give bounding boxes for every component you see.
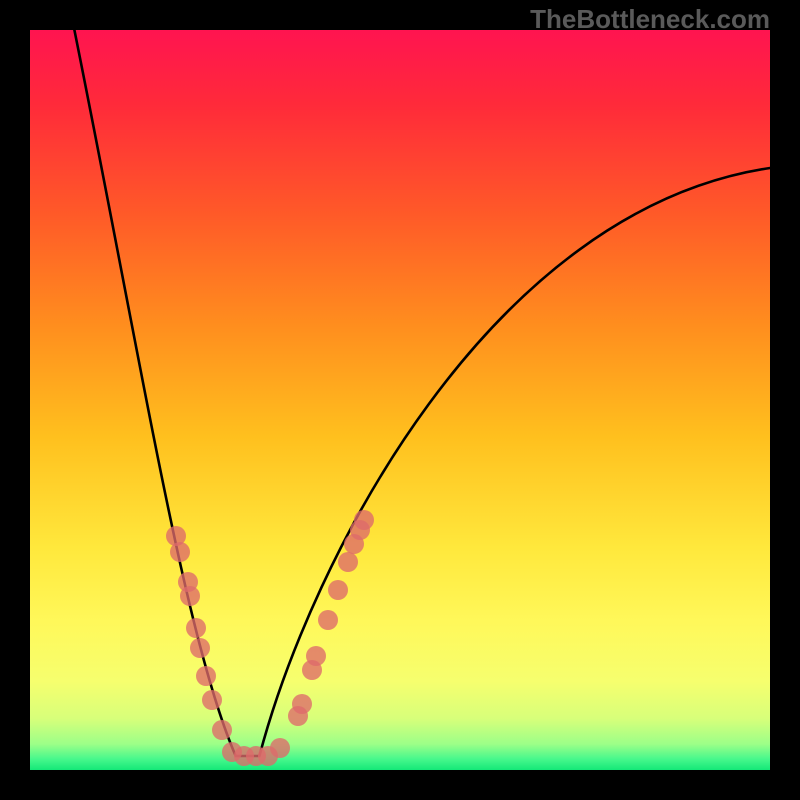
data-marker [202, 690, 222, 710]
data-marker [186, 618, 206, 638]
data-marker [180, 586, 200, 606]
data-marker [190, 638, 210, 658]
plot-border [0, 0, 30, 800]
chart-root: TheBottleneck.com [0, 0, 800, 800]
data-marker [338, 552, 358, 572]
data-marker [354, 510, 374, 530]
data-marker [328, 580, 348, 600]
data-marker [212, 720, 232, 740]
data-marker [292, 694, 312, 714]
plot-border [770, 0, 800, 800]
bottleneck-curve-chart [0, 0, 800, 800]
data-marker [306, 646, 326, 666]
plot-border [0, 770, 800, 800]
watermark-text: TheBottleneck.com [530, 4, 770, 35]
gradient-background [30, 30, 770, 770]
data-marker [318, 610, 338, 630]
data-marker [270, 738, 290, 758]
data-marker [196, 666, 216, 686]
data-marker [170, 542, 190, 562]
